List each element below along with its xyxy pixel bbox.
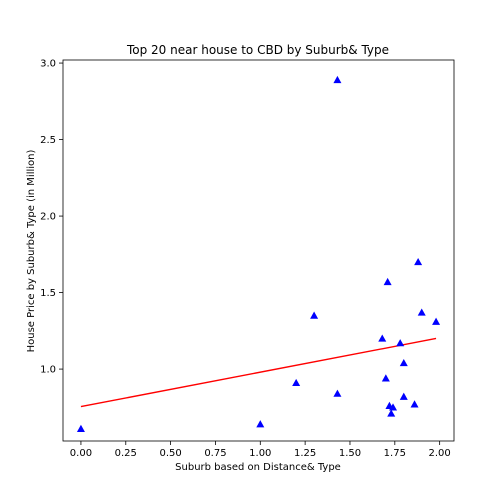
data-point	[387, 409, 396, 417]
data-point	[432, 317, 441, 325]
data-points	[76, 75, 441, 432]
data-point	[399, 358, 408, 367]
data-point	[256, 420, 265, 428]
data-point	[381, 374, 390, 382]
x-tick-label: 0.50	[159, 448, 181, 459]
y-axis: 1.0 1.5 2.0 2.5 3.0	[40, 59, 63, 376]
data-point	[410, 400, 419, 408]
x-axis: 0.00 0.25 0.50 0.75 1.00 1.25 1.50 1.75 2.00	[70, 441, 451, 459]
trend-line	[80, 337, 437, 408]
data-point	[389, 403, 398, 411]
y-axis-label: House Price by Suburb& Type (in Million)	[26, 150, 37, 353]
x-tick-label: 1.25	[294, 448, 316, 459]
plot-frame	[62, 59, 455, 442]
data-point	[378, 334, 387, 342]
x-tick-label: 2.00	[429, 448, 451, 459]
trend-line-group	[80, 337, 437, 408]
x-tick-label: 0.00	[70, 448, 92, 459]
x-tick-label: 1.75	[384, 448, 406, 459]
data-point	[333, 389, 342, 397]
x-tick-label: 1.00	[249, 448, 271, 459]
y-tick-label: 1.5	[40, 288, 56, 299]
y-tick-label: 3.0	[40, 59, 56, 70]
data-point	[76, 424, 85, 432]
x-tick-label: 0.25	[115, 448, 137, 459]
data-point	[414, 257, 423, 266]
data-point	[399, 392, 408, 400]
x-tick-label: 1.50	[339, 448, 361, 459]
data-point	[333, 75, 342, 84]
y-tick-label: 2.0	[40, 212, 56, 223]
x-axis-label: Suburb based on Distance& Type	[175, 462, 341, 473]
x-tick-label: 0.75	[204, 448, 226, 459]
data-point	[292, 378, 301, 387]
data-point	[310, 311, 319, 319]
y-tick-label: 1.0	[40, 365, 56, 376]
data-point	[383, 277, 392, 286]
data-point	[417, 308, 426, 316]
data-point	[396, 339, 405, 347]
chart-title: Top 20 near house to CBD by Suburb& Type	[126, 43, 389, 57]
y-tick-label: 2.5	[40, 135, 56, 146]
